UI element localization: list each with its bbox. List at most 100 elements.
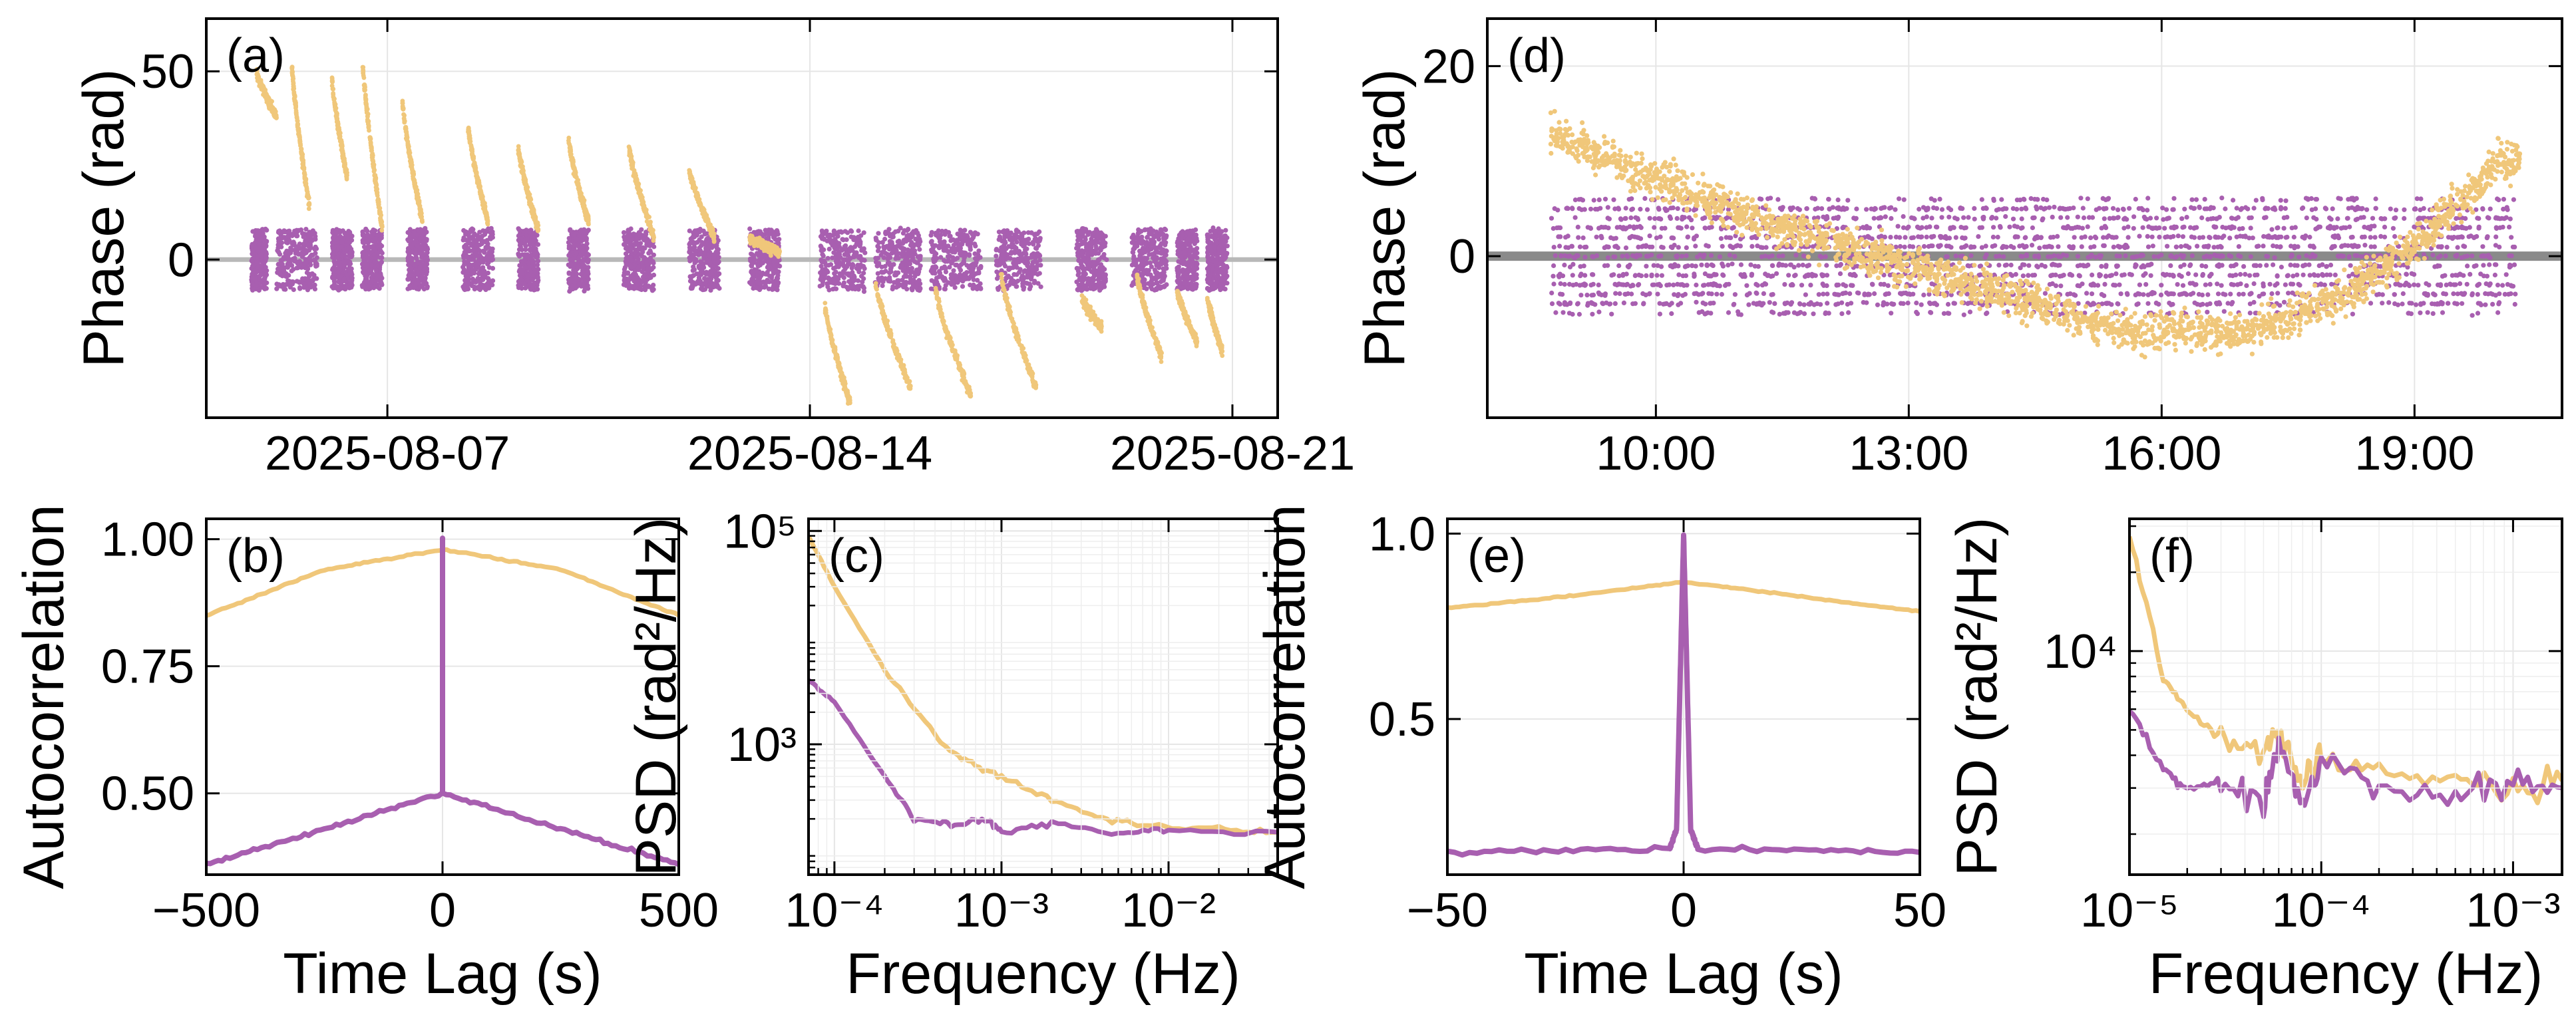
purple-point	[474, 251, 479, 257]
purple-point	[260, 230, 265, 235]
purple-point	[424, 238, 429, 243]
purple-point	[875, 243, 880, 249]
purple-point	[285, 233, 291, 239]
purple-point	[566, 245, 572, 251]
purple-point	[900, 245, 905, 251]
purple-point	[252, 240, 258, 245]
purple-point	[1075, 272, 1081, 277]
purple-point	[301, 263, 307, 268]
purple-point	[534, 262, 540, 267]
purple-point	[1204, 286, 1210, 291]
purple-point	[1223, 269, 1228, 275]
purple-point	[297, 280, 302, 285]
purple-point	[377, 281, 383, 286]
purple-point	[574, 271, 580, 277]
purple-point	[962, 271, 967, 277]
purple-point	[1021, 230, 1027, 235]
purple-point	[651, 252, 657, 257]
purple-point	[978, 265, 984, 271]
purple-point	[309, 283, 314, 288]
purple-point	[462, 229, 468, 235]
purple-point	[285, 265, 290, 270]
purple-point	[489, 233, 494, 239]
purple-point	[468, 248, 473, 253]
purple-point	[1080, 266, 1086, 272]
purple-point	[1205, 253, 1210, 258]
purple-point	[423, 229, 429, 235]
purple-point	[862, 250, 868, 255]
purple-point	[261, 241, 266, 247]
purple-point	[1002, 261, 1007, 267]
purple-point	[1139, 261, 1145, 267]
purple-point	[373, 248, 378, 253]
purple-point	[482, 239, 487, 244]
purple-point	[470, 253, 475, 258]
purple-point	[691, 267, 697, 272]
purple-point	[525, 273, 530, 279]
purple-point	[405, 277, 411, 282]
purple-point	[1037, 271, 1042, 276]
purple-point	[908, 250, 914, 255]
purple-point	[1223, 250, 1228, 256]
purple-point	[956, 243, 962, 249]
purple-point	[968, 239, 973, 245]
purple-point	[1177, 247, 1182, 253]
purple-point	[707, 253, 712, 259]
purple-point	[276, 283, 281, 289]
purple-point	[258, 236, 264, 241]
purple-point	[580, 261, 586, 267]
purple-point	[755, 251, 760, 256]
purple-point	[301, 281, 307, 287]
purple-point	[422, 267, 427, 273]
purple-point	[277, 235, 283, 241]
purple-point	[747, 256, 753, 261]
purple-point	[651, 244, 657, 249]
purple-point	[827, 232, 832, 237]
purple-point	[277, 251, 283, 257]
purple-point	[488, 225, 494, 231]
purple-point	[1002, 228, 1007, 233]
purple-point	[996, 229, 1002, 235]
purple-point	[363, 278, 368, 283]
purple-point	[949, 261, 954, 266]
purple-point	[996, 287, 1001, 292]
purple-point	[1210, 267, 1216, 272]
purple-point	[747, 226, 753, 231]
purple-point	[622, 280, 628, 285]
purple-point	[253, 245, 258, 251]
purple-point	[628, 284, 634, 289]
purple-point	[639, 253, 645, 259]
purple-point	[689, 246, 695, 251]
purple-point	[341, 259, 346, 265]
purple-point	[1162, 273, 1167, 279]
purple-point	[857, 243, 862, 249]
purple-point	[1157, 274, 1162, 279]
purple-point	[256, 241, 262, 247]
purple-point	[522, 253, 528, 259]
purple-point	[759, 254, 764, 259]
purple-cluster-a-4	[405, 225, 431, 292]
purple-point	[285, 230, 291, 235]
purple-point	[948, 272, 954, 277]
purple-point	[902, 257, 908, 263]
purple-cluster-a-18	[1204, 225, 1230, 293]
purple-point	[1144, 239, 1149, 245]
purple-point	[408, 242, 413, 247]
purple-point	[894, 247, 899, 253]
purple-point	[409, 257, 415, 262]
purple-point	[1035, 239, 1040, 244]
purple-point	[1194, 263, 1199, 268]
purple-point	[365, 238, 371, 243]
purple-point	[482, 273, 488, 279]
purple-point	[373, 268, 379, 273]
purple-point	[855, 278, 861, 283]
purple-point	[771, 230, 776, 235]
purple-point	[914, 279, 920, 285]
purple-point	[876, 231, 881, 236]
purple-point	[1096, 232, 1101, 237]
purple-point	[832, 281, 837, 286]
purple-point	[626, 235, 631, 240]
purple-point	[264, 272, 270, 277]
purple-point	[900, 251, 906, 256]
purple-point	[1013, 228, 1019, 233]
